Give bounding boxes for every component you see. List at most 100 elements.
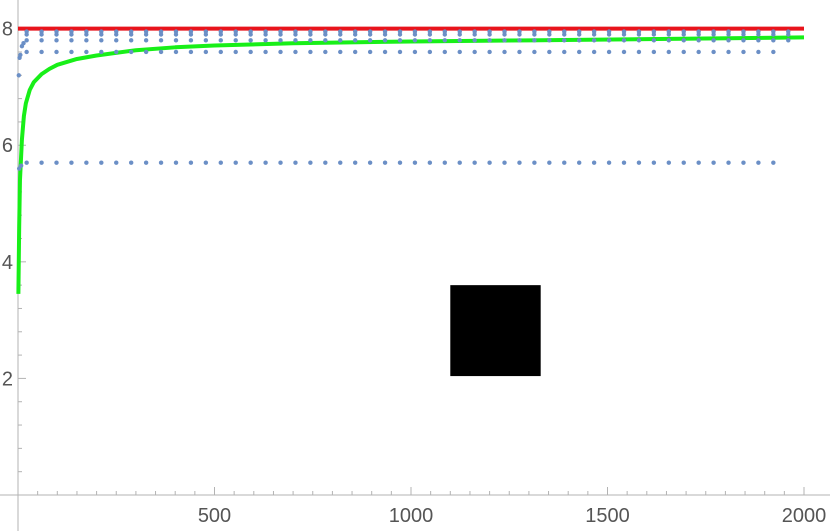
scatter-point [472,29,477,34]
scatter-point [696,49,701,55]
scatter-point [696,38,701,43]
scatter-point [636,160,642,165]
scatter-point [278,160,283,165]
scatter-point [606,160,612,165]
scatter-point [532,38,537,43]
scatter-point [218,49,223,55]
scatter-point [24,160,29,165]
scatter-point [487,49,492,55]
scatter-point [382,160,388,165]
scatter-point [756,49,761,55]
scatter-point [24,38,29,43]
scatter-point [173,29,179,34]
y-tick-label: 2 [2,368,13,390]
scatter-point [128,49,134,55]
scatter-point [532,49,537,55]
scatter-point [263,49,268,55]
scatter-point [382,29,388,34]
scatter-point [696,160,701,165]
scatter-point [442,49,447,55]
scatter-point [188,160,194,165]
scatter-point [741,29,746,34]
scatter-point [577,49,582,55]
scatter-point [338,49,343,55]
scatter-point [323,38,328,43]
scatter-point [517,160,522,165]
scatter-point [248,49,253,55]
scatter-point [577,38,582,43]
scatter-point [711,29,716,34]
scatter-point [472,49,477,55]
scatter-point [487,160,492,165]
scatter-point [711,49,716,55]
scatter-point [248,29,253,34]
scatter-point [517,38,522,43]
scatter-point [666,49,672,55]
scatter-point [681,29,686,34]
scatter-point [248,38,253,43]
scatter-point [412,38,418,43]
scatter-point [323,160,328,165]
scatter-point [84,160,89,165]
scatter-point [308,38,313,43]
scatter-point [39,160,44,165]
scatter-point [666,160,672,165]
scatter-point [158,29,164,34]
scatter-point [323,29,328,34]
scatter-point [517,49,522,55]
x-tick-label: 1000 [389,505,434,527]
y-tick-label: 8 [2,19,13,41]
scatter-point [502,49,507,55]
scatter-point [69,49,74,55]
scatter-point [99,38,104,43]
scatter-point [16,73,21,78]
scatter-point [412,29,418,34]
scatter-point [338,160,343,165]
scatter-point [621,38,627,43]
scatter-point [562,160,567,165]
scatter-point [726,49,731,55]
scatter-point [114,49,119,55]
scatter-point [233,38,238,43]
scatter-point [696,29,701,34]
scatter-point [128,29,134,34]
scatter-point [577,160,582,165]
scatter-point [382,49,388,55]
scatter-point [278,49,283,55]
scatter-point [591,160,597,165]
scatter-point [502,38,507,43]
scatter-point [84,49,89,55]
scatter-point [293,38,298,43]
scatter-point [427,160,433,165]
scatter-point [427,38,433,43]
scatter-point [278,29,283,34]
scatter-point [681,160,686,165]
scatter-point [263,29,268,34]
scatter-point [39,29,44,34]
scatter-point [158,49,164,55]
y-tick-label: 6 [2,135,13,157]
scatter-point [517,29,522,34]
scatter-point [367,160,373,165]
scatter-point [69,38,74,43]
scatter-point [487,29,492,34]
scatter-point [562,38,567,43]
plot-area [16,26,805,294]
scatter-point [577,29,582,34]
scatter-point [457,160,462,165]
x-tick-label: 2000 [782,505,827,527]
scatter-point [99,49,104,55]
scatter-point [24,49,29,55]
scatter-point [651,160,657,165]
scatter-point [203,49,209,55]
scatter-point [591,49,597,55]
scatter-point [397,160,403,165]
scatter-point [308,160,313,165]
scatter-point [84,38,89,43]
scatter-point [397,49,403,55]
scatter-point [173,160,179,165]
scatter-point [382,38,388,43]
scatter-point [591,29,597,34]
scatter-point [472,160,477,165]
